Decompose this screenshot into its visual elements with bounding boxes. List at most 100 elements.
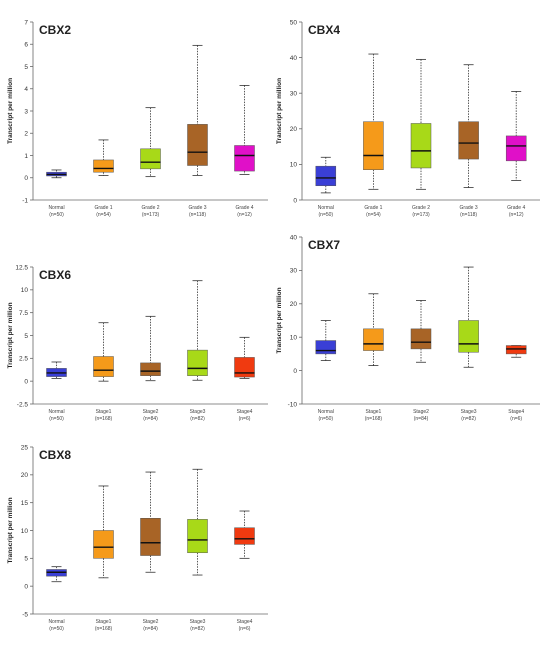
x-category-count: (n=50) (49, 416, 64, 422)
x-category-label: Stage1 (96, 409, 112, 415)
x-category-count: (n=118) (189, 212, 206, 218)
x-category-count: (n=84) (143, 416, 158, 422)
y-tick-label: 0 (293, 197, 297, 204)
y-tick-label: 7.5 (19, 310, 28, 317)
iqr-box (234, 527, 255, 545)
x-category-label: Stage2 (143, 409, 159, 415)
box-stage4: Stage4(n=6) (505, 345, 527, 422)
x-category-label: Grade 3 (188, 205, 206, 211)
y-tick-label: 6 (24, 42, 28, 49)
y-tick-label: 0 (24, 378, 28, 385)
box-stage3: Stage3(n=82) (187, 280, 208, 422)
iqr-box (187, 519, 208, 554)
y-tick-label: 20 (290, 301, 298, 308)
y-tick-label: 7 (24, 19, 28, 26)
y-tick-label: 2.5 (19, 356, 28, 363)
x-category-count: (n=82) (190, 626, 205, 632)
y-tick-label: 50 (290, 19, 298, 26)
iqr-box (140, 518, 161, 556)
y-tick-label: 12.5 (15, 264, 28, 271)
y-tick-label: 5 (24, 556, 28, 563)
y-tick-label: 20 (290, 126, 298, 133)
y-tick-label: -2.5 (17, 401, 29, 408)
x-category-label: Stage4 (237, 619, 253, 625)
iqr-box (458, 320, 479, 353)
box-grade-3: Grade 3(n=118) (458, 64, 479, 218)
y-tick-label: 0 (293, 368, 297, 375)
y-axis-label: Transcript per million (276, 78, 283, 144)
x-category-label: Grade 1 (94, 205, 112, 211)
y-tick-label: 40 (290, 234, 298, 241)
box-stage1: Stage1(n=168) (93, 485, 114, 632)
x-category-count: (n=173) (412, 212, 430, 218)
box-normal: Normal(n=50) (315, 156, 337, 218)
y-tick-label: 2 (24, 131, 28, 138)
box-stage2: Stage2(n=84) (140, 315, 161, 422)
y-tick-label: 30 (290, 91, 298, 98)
chart-title: CBX7 (308, 238, 340, 252)
x-category-count: (n=84) (143, 626, 158, 632)
x-category-count: (n=173) (142, 212, 160, 218)
box-normal: Normal(n=50) (46, 169, 67, 218)
box-grade-1: Grade 1(n=54) (363, 53, 384, 218)
box-stage1: Stage1(n=168) (93, 322, 114, 422)
chart-panel-cbx2: CBX2 Transcript per million -1 0 1 2 3 4 5 6 7 Norm… (7, 19, 268, 218)
box-stage2: Stage2(n=84) (140, 471, 161, 632)
x-category-label: Stage4 (508, 409, 524, 415)
x-category-label: Grade 3 (460, 205, 478, 211)
box-grade-2: Grade 2(n=173) (140, 107, 161, 218)
box-stage3: Stage3(n=82) (458, 266, 479, 422)
y-tick-label: 10 (290, 335, 298, 342)
iqr-box (140, 362, 161, 376)
box-normal: Normal(n=50) (46, 566, 67, 632)
y-tick-label: 10 (21, 528, 29, 535)
y-tick-label: 3 (24, 108, 28, 115)
chart-panel-cbx8: CBX8 Transcript per million -5 0 5 10 15 20 25 No… (7, 444, 268, 632)
x-category-label: Stage1 (96, 619, 112, 625)
x-category-count: (n=54) (96, 212, 111, 218)
iqr-box (140, 148, 161, 170)
x-category-count: (n=50) (49, 212, 64, 218)
y-tick-label: 10 (290, 162, 298, 169)
iqr-box (363, 328, 384, 351)
y-tick-label: -10 (288, 401, 298, 408)
iqr-box (363, 121, 384, 170)
y-tick-label: 15 (21, 500, 29, 507)
x-category-count: (n=82) (461, 416, 476, 422)
y-tick-label: 5 (24, 64, 28, 71)
y-axis-label: Transcript per million (7, 302, 14, 368)
y-axis-label: Transcript per million (7, 78, 14, 144)
iqr-box (458, 121, 479, 160)
box-normal: Normal(n=50) (46, 361, 67, 422)
x-category-label: Normal (318, 409, 334, 415)
box-stage2: Stage2(n=84) (410, 300, 432, 422)
x-category-label: Stage3 (190, 619, 206, 625)
y-tick-label: 25 (21, 444, 29, 451)
box-grade-4: Grade 4(n=12) (234, 85, 255, 218)
iqr-box (315, 165, 337, 187)
x-category-count: (n=82) (190, 416, 205, 422)
y-tick-label: 0 (24, 583, 28, 590)
box-normal: Normal(n=50) (315, 320, 337, 422)
iqr-box (93, 530, 114, 559)
y-axis-label: Transcript per million (7, 497, 14, 563)
y-tick-label: 5 (24, 333, 28, 340)
box-stage4: Stage4(n=6) (234, 510, 255, 632)
x-category-count: (n=12) (509, 212, 524, 218)
x-category-count: (n=50) (319, 416, 334, 422)
iqr-box (505, 345, 527, 355)
iqr-box (410, 123, 432, 169)
iqr-box (187, 349, 208, 376)
x-category-label: Grade 2 (141, 205, 159, 211)
x-category-label: Grade 2 (412, 205, 430, 211)
iqr-box (315, 340, 337, 355)
chart-title: CBX6 (39, 268, 71, 282)
box-grade-1: Grade 1(n=54) (93, 139, 114, 218)
box-stage4: Stage4(n=6) (234, 336, 255, 422)
x-category-count: (n=84) (414, 416, 429, 422)
x-category-count: (n=50) (49, 626, 64, 632)
x-category-count: (n=168) (95, 416, 113, 422)
iqr-box (93, 356, 114, 377)
iqr-box (234, 145, 255, 172)
y-tick-label: 0 (24, 175, 28, 182)
